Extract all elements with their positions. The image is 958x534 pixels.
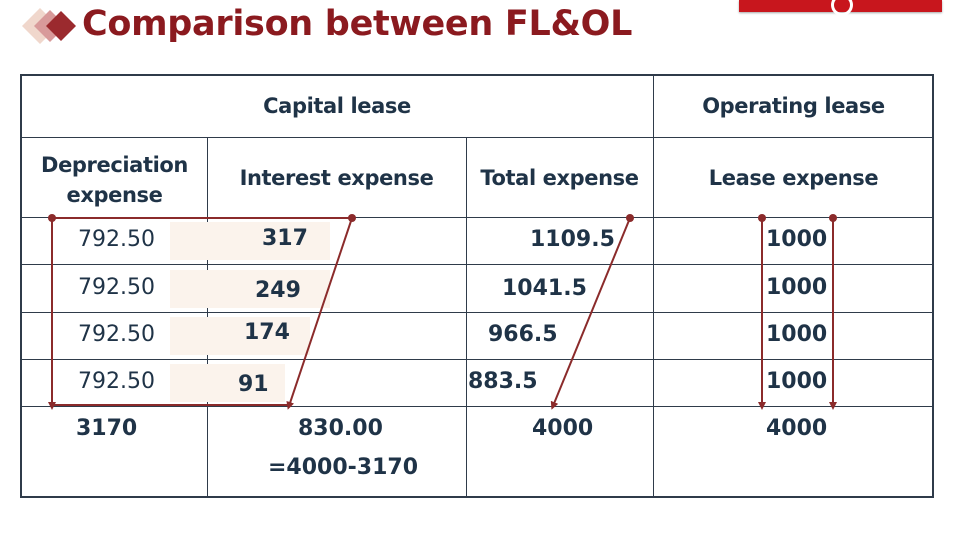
header-operating-lease: Operating lease (702, 94, 885, 118)
total-expense-total: 4000 (532, 416, 594, 441)
lease-value: 1000 (766, 322, 828, 347)
total-value: 966.5 (488, 322, 558, 347)
header-depreciation-expense: Depreciation expense (41, 153, 188, 207)
logo-icon (831, 0, 853, 16)
arrow-dot (348, 214, 356, 222)
interest-value: 317 (262, 226, 308, 251)
lease-value: 1000 (766, 275, 828, 300)
cell-shade (170, 222, 330, 260)
depreciation-value: 792.50 (78, 322, 155, 347)
lease-expense-total: 4000 (766, 416, 828, 441)
lease-value: 1000 (766, 227, 828, 252)
comparison-table (20, 74, 934, 498)
depreciation-value: 792.50 (78, 227, 155, 252)
table-rule (20, 312, 934, 313)
header-interest-expense: Interest expense (239, 166, 434, 190)
cell-shade (170, 270, 330, 308)
depreciation-total: 3170 (76, 416, 138, 441)
interest-formula: =4000-3170 (268, 455, 419, 480)
table-rule (20, 137, 934, 138)
diagonal-arrow (550, 217, 631, 410)
arrow-dot (829, 214, 837, 222)
interest-value: 174 (244, 320, 290, 345)
header-capital-lease: Capital lease (263, 94, 411, 118)
cell-shade (170, 317, 310, 355)
diagonal-arrow (286, 217, 353, 410)
title-diamonds-icon (22, 8, 76, 44)
table-rule (653, 74, 654, 498)
total-value: 1109.5 (530, 227, 615, 252)
header-lease-expense: Lease expense (708, 166, 879, 190)
table-rule (20, 406, 934, 407)
arrow-dot (758, 214, 766, 222)
lease-value: 1000 (766, 369, 828, 394)
page-title: Comparison between FL&OL (82, 4, 633, 44)
header-total-expense: Total expense (480, 166, 639, 190)
depreciation-value: 792.50 (78, 369, 155, 394)
total-value: 1041.5 (502, 276, 587, 301)
arrow-dot (626, 214, 634, 222)
corner-logo-bar (739, 0, 942, 16)
cell-shade (170, 364, 285, 402)
arrow-dot (48, 214, 56, 222)
interest-value: 249 (255, 278, 301, 303)
table-rule (466, 137, 467, 498)
total-value: 883.5 (468, 369, 538, 394)
depreciation-value: 792.50 (78, 275, 155, 300)
table-rule (20, 217, 934, 218)
interest-total: 830.00 (298, 416, 383, 441)
interest-value: 91 (238, 372, 269, 397)
table-rule (20, 264, 934, 265)
table-rule (20, 359, 934, 360)
